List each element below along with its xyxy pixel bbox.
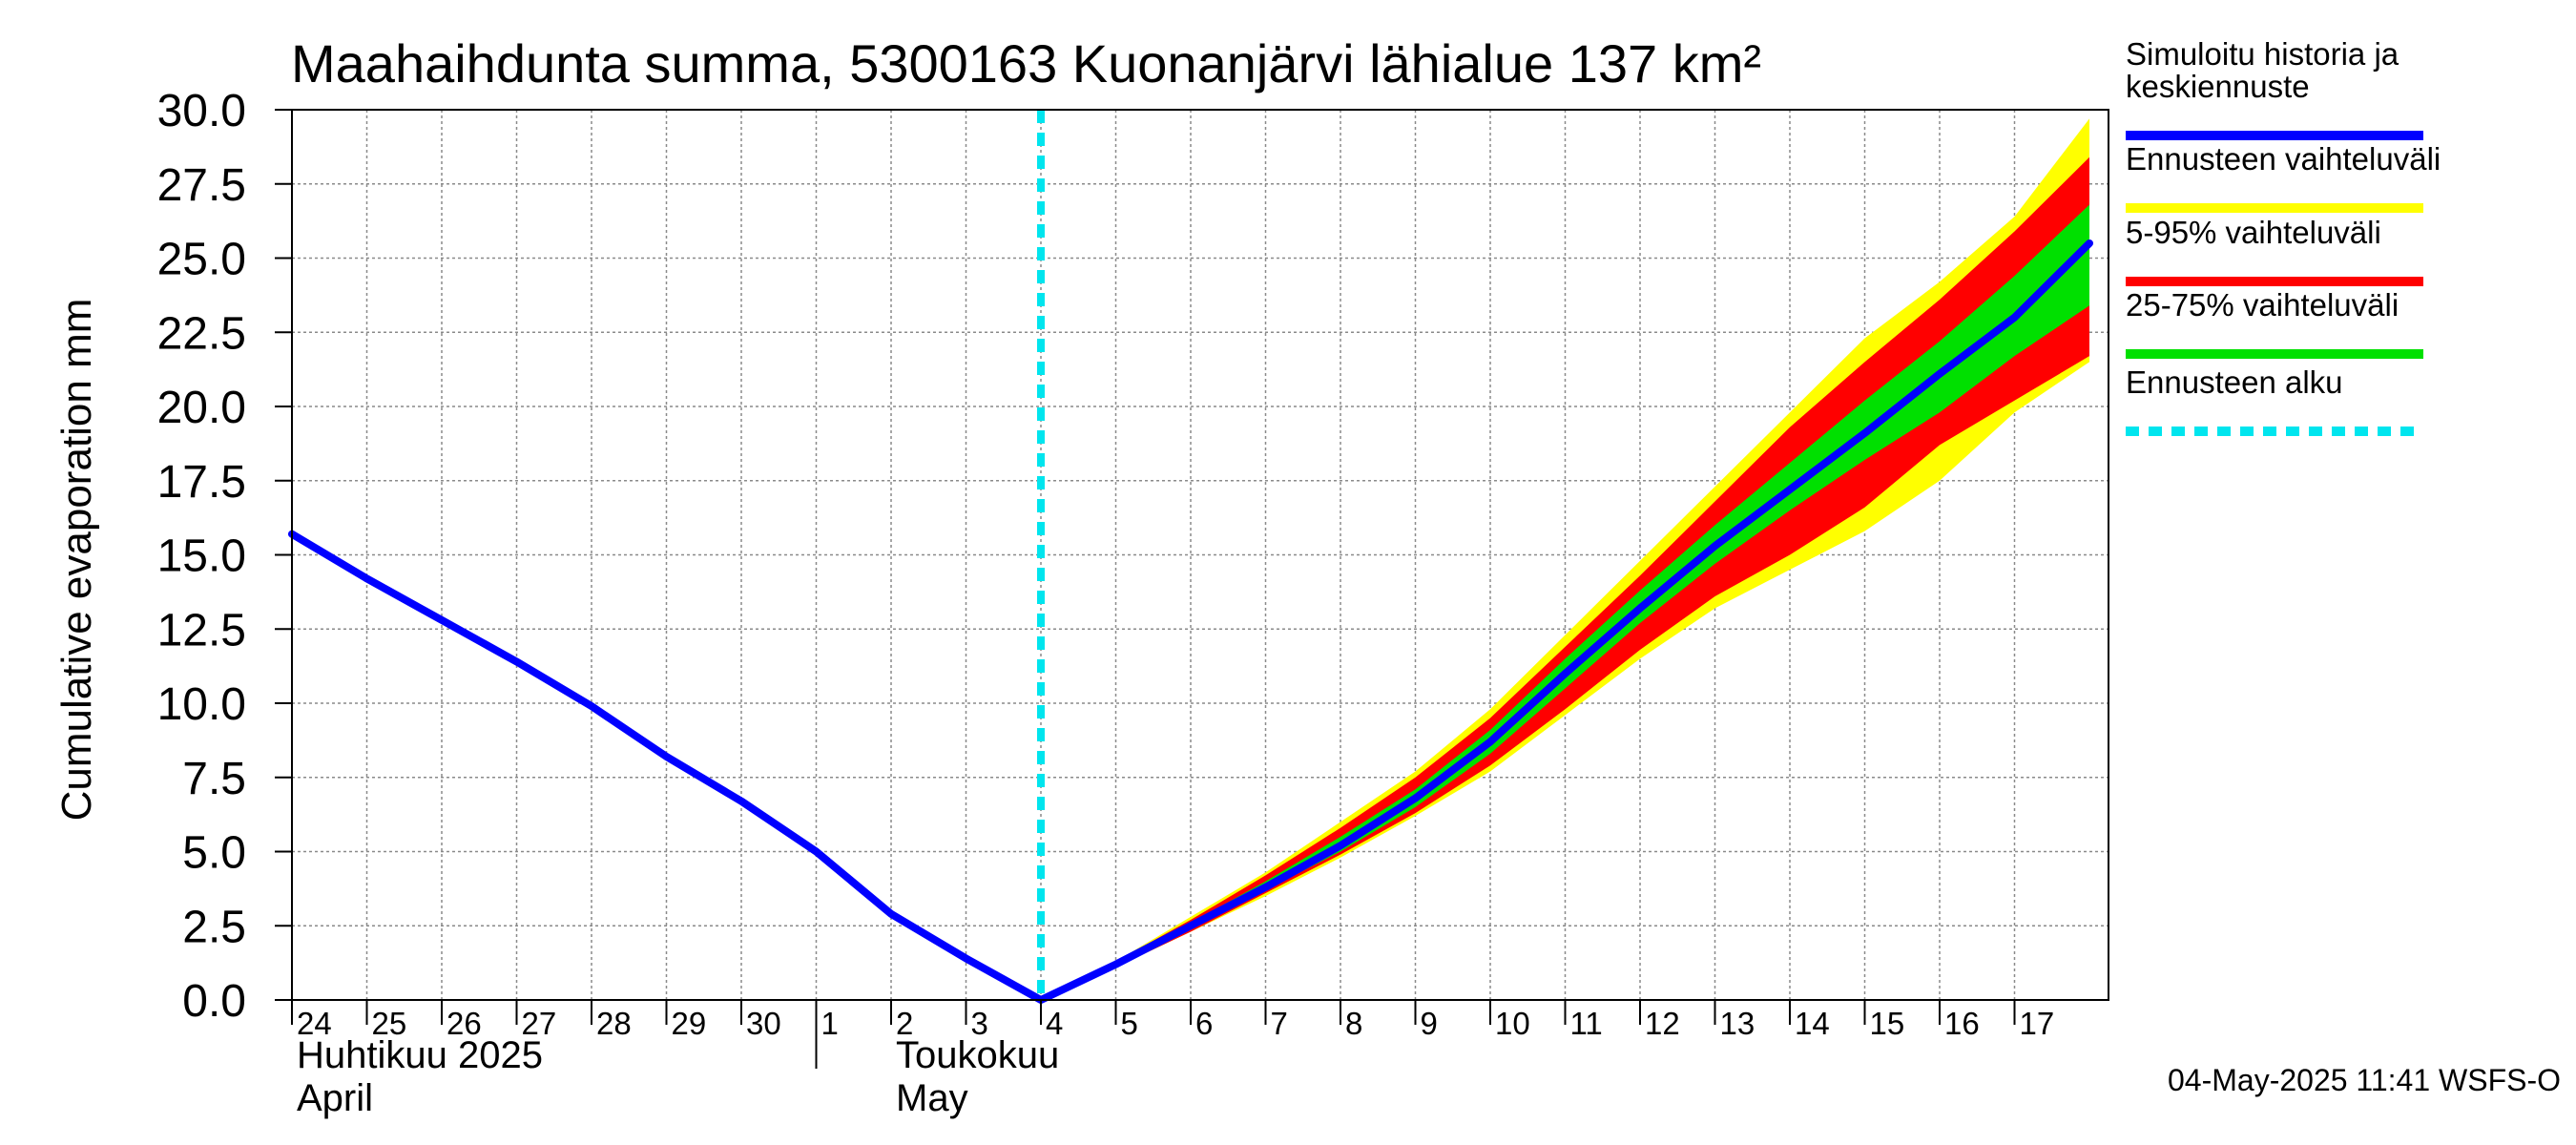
y-tick-label: 12.5	[157, 605, 246, 656]
x-day-label: 6	[1195, 1006, 1213, 1041]
x-day-label: 1	[821, 1006, 839, 1041]
x-day-label: 13	[1720, 1006, 1755, 1041]
x-day-label: 25	[372, 1006, 407, 1041]
x-day-label: 12	[1645, 1006, 1680, 1041]
timestamp-footer: 04-May-2025 11:41 WSFS-O	[2168, 1063, 2561, 1097]
month-label-en: May	[896, 1077, 968, 1119]
x-day-label: 4	[1046, 1006, 1063, 1041]
x-day-label: 29	[672, 1006, 707, 1041]
x-day-label: 3	[971, 1006, 988, 1041]
y-axis-label: Cumulative evaporation mm	[53, 299, 100, 822]
y-tick-label: 15.0	[157, 531, 246, 582]
x-day-label: 15	[1870, 1006, 1905, 1041]
y-tick-label: 22.5	[157, 308, 246, 359]
legend-label: Simuloitu historia ja keskiennuste	[2126, 36, 2399, 104]
x-day-label: 5	[1121, 1006, 1138, 1041]
y-tick-label: 2.5	[182, 902, 246, 952]
plot-frame	[291, 109, 2109, 1001]
legend-label: 25-75% vaihteluväli	[2126, 287, 2399, 323]
x-day-label: 27	[522, 1006, 557, 1041]
month-label-en: April	[297, 1077, 373, 1119]
y-tick-label: 5.0	[182, 828, 246, 879]
y-tick-label: 0.0	[182, 976, 246, 1027]
median-line-group	[288, 239, 2093, 1004]
x-day-label: 26	[447, 1006, 482, 1041]
month-label: Toukokuu	[896, 1034, 1059, 1076]
x-day-label: 16	[1944, 1006, 1980, 1041]
y-tick-label: 20.0	[157, 383, 246, 433]
median-line	[288, 239, 2093, 1004]
month-label: Huhtikuu 2025	[297, 1034, 543, 1076]
grid-lines	[292, 110, 2109, 1000]
y-tick-label: 10.0	[157, 679, 246, 730]
y-tick-label: 27.5	[157, 160, 246, 211]
x-day-label: 28	[596, 1006, 632, 1041]
x-day-label: 2	[896, 1006, 913, 1041]
x-day-label: 30	[746, 1006, 781, 1041]
y-tick-label: 25.0	[157, 235, 246, 285]
legend-label: Ennusteen alku	[2126, 364, 2343, 400]
y-tick-label: 7.5	[182, 754, 246, 804]
x-day-label: 24	[297, 1006, 332, 1041]
y-tick-label: 30.0	[157, 86, 246, 136]
x-day-label: 10	[1495, 1006, 1530, 1041]
legend-label: Ennusteen vaihteluväli	[2126, 141, 2441, 177]
legend: Simuloitu historia ja keskiennuste Ennuste…	[2126, 36, 2441, 436]
x-day-label: 14	[1795, 1006, 1830, 1041]
y-axis: 0.0 2.5 5.0 7.5 10.0 12.5 15.0 17.5 20.0 22.5 25.0…	[157, 86, 292, 1027]
x-day-label: 17	[2020, 1006, 2055, 1041]
x-day-label: 8	[1345, 1006, 1362, 1041]
chart-title: Maahaihdunta summa, 5300163 Kuonanjärvi …	[291, 33, 1761, 94]
legend-label: 5-95% vaihteluväli	[2126, 215, 2381, 250]
x-day-label: 9	[1421, 1006, 1438, 1041]
x-day-label: 7	[1271, 1006, 1288, 1041]
y-tick-label: 17.5	[157, 457, 246, 508]
x-day-label: 11	[1570, 1006, 1603, 1041]
x-axis: 24 25 26 27 28 29 30 1 2 3 4 5 6 7 8 9 10 11 12 13 14 15 16 17H…	[291, 1000, 2055, 1119]
